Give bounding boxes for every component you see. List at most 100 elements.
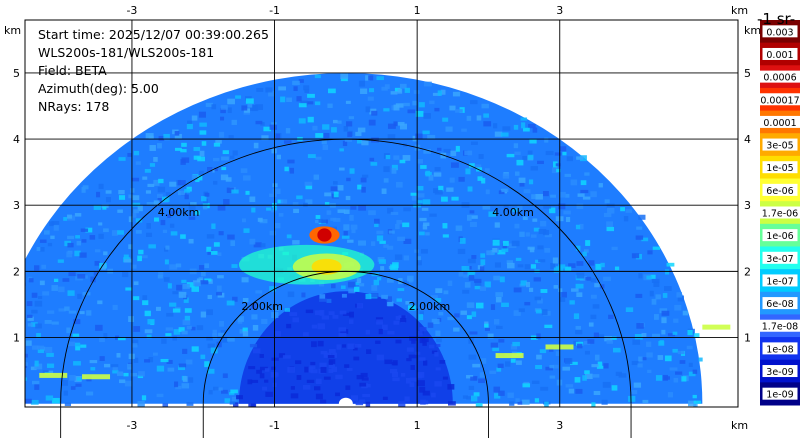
speckle-cell <box>402 155 411 161</box>
speckle-cell <box>350 224 358 230</box>
speckle-cell <box>169 181 177 187</box>
colorbar-level-label: 1e-09 <box>766 390 793 401</box>
speckle-cell <box>181 157 190 163</box>
speckle-cell <box>474 278 482 283</box>
speckle-cell <box>198 170 205 176</box>
speckle-cell <box>118 157 126 161</box>
speckle-cell <box>432 92 441 96</box>
speckle-cell <box>550 194 557 198</box>
speckle-cell <box>222 373 228 379</box>
speckle-cell <box>467 186 473 192</box>
speckle-cell <box>98 233 104 239</box>
speckle-cell <box>103 251 108 256</box>
speckle-cell <box>688 400 696 407</box>
speckle-cell <box>221 336 228 343</box>
speckle-cell <box>597 361 603 367</box>
speckle-cell <box>311 341 317 348</box>
speckle-cell <box>43 230 50 235</box>
y-tick-label-right: 2 <box>744 265 751 278</box>
speckle-cell <box>559 191 566 198</box>
speckle-cell <box>636 226 643 230</box>
speckle-cell <box>582 196 591 200</box>
speckle-cell <box>216 292 222 296</box>
speckle-cell <box>86 310 92 316</box>
speckle-cell <box>141 395 147 401</box>
speckle-cell <box>186 402 194 406</box>
speckle-cell <box>390 264 399 271</box>
speckle-cell <box>137 400 145 407</box>
speckle-cell <box>217 205 226 211</box>
speckle-cell <box>133 209 139 214</box>
speckle-cell <box>354 343 362 348</box>
speckle-cell <box>287 159 295 164</box>
speckle-cell <box>464 282 471 288</box>
speckle-cell <box>501 248 509 253</box>
speckle-cell <box>112 304 118 310</box>
speckle-cell <box>319 362 327 368</box>
speckle-cell <box>614 266 620 271</box>
speckle-cell <box>573 340 579 346</box>
speckle-cell <box>284 308 291 312</box>
speckle-cell <box>335 374 343 380</box>
low-level-streak <box>82 374 111 380</box>
speckle-cell <box>264 379 269 383</box>
speckle-cell <box>9 361 16 365</box>
speckle-cell <box>146 223 151 229</box>
speckle-cell <box>67 242 74 248</box>
speckle-cell <box>687 329 693 336</box>
speckle-cell <box>516 159 524 166</box>
speckle-cell <box>476 115 482 121</box>
y-tick-label-left: 2 <box>13 265 20 278</box>
speckle-cell <box>292 317 300 323</box>
speckle-cell <box>604 336 613 342</box>
speckle-cell <box>270 372 278 378</box>
speckle-cell <box>409 382 415 388</box>
speckle-cell <box>454 313 460 318</box>
speckle-cell <box>142 176 148 180</box>
speckle-cell <box>232 296 238 302</box>
colorbar-label-bg <box>762 342 798 355</box>
speckle-cell <box>191 115 198 121</box>
speckle-cell <box>523 189 531 194</box>
speckle-cell <box>477 176 483 181</box>
speckle-cell <box>493 319 500 325</box>
speckle-cell <box>423 360 428 366</box>
speckle-cell <box>26 301 33 307</box>
speckle-cell <box>407 275 414 282</box>
speckle-cell <box>575 283 584 289</box>
speckle-cell <box>34 265 40 271</box>
feature-layer <box>39 226 731 380</box>
speckle-cell <box>344 364 350 368</box>
speckle-cell <box>286 234 292 239</box>
speckle-cell <box>505 361 511 367</box>
speckle-cell <box>310 369 318 374</box>
speckle-cell <box>170 231 178 236</box>
speckle-cell <box>642 399 649 403</box>
speckle-cell <box>204 361 210 368</box>
speckle-cell <box>420 165 427 169</box>
speckle-cell <box>174 381 179 388</box>
speckle-cell <box>296 96 302 102</box>
speckle-cell <box>133 281 139 286</box>
speckle-cell <box>271 209 276 213</box>
speckle-cell <box>558 203 566 210</box>
speckle-cell <box>176 284 183 291</box>
speckle-cell <box>165 333 172 337</box>
speckle-cell <box>530 166 538 171</box>
speckle-cell <box>8 390 14 396</box>
speckle-cell <box>446 187 454 192</box>
speckle-cell <box>462 289 470 294</box>
speckle-cell <box>147 318 155 325</box>
speckle-cell <box>443 148 451 154</box>
speckle-cell <box>118 189 125 195</box>
speckle-cell <box>286 97 292 103</box>
speckle-cell <box>337 185 344 191</box>
speckle-cell <box>416 159 424 164</box>
speckle-cell <box>531 380 540 384</box>
speckle-cell <box>646 275 652 280</box>
speckle-cell <box>243 175 251 181</box>
speckle-cell <box>182 348 188 354</box>
speckle-cell <box>658 341 665 346</box>
speckle-cell <box>606 340 614 344</box>
